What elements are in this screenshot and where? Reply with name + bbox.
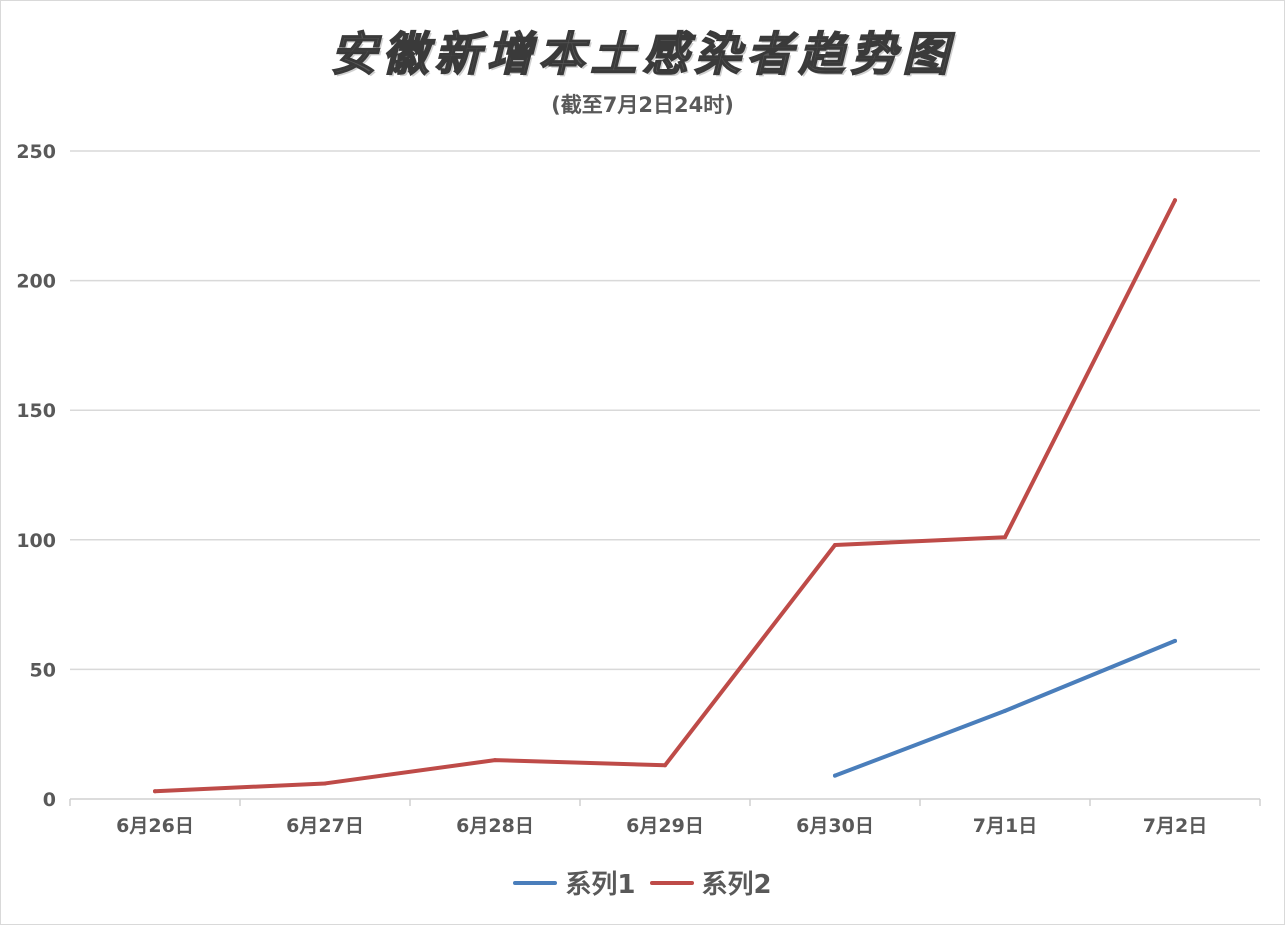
chart-legend: 系列1 系列2 bbox=[0, 864, 1285, 901]
data-point bbox=[833, 542, 837, 547]
data-point bbox=[1173, 198, 1177, 203]
x-tick-label: 6月30日 bbox=[796, 815, 874, 837]
data-point bbox=[323, 781, 327, 786]
series-1 bbox=[833, 638, 1177, 778]
y-tick-label: 250 bbox=[16, 141, 56, 163]
y-tick-label: 100 bbox=[16, 530, 56, 552]
data-point bbox=[1003, 708, 1007, 713]
series-lines bbox=[153, 198, 1177, 794]
data-point bbox=[493, 758, 497, 763]
legend-swatch bbox=[649, 880, 694, 885]
x-tick-label: 6月28日 bbox=[456, 815, 534, 837]
legend-item-series-2: 系列2 bbox=[649, 864, 772, 901]
chart-title: 安徽新增本土感染者趋势图 bbox=[330, 26, 955, 82]
x-tick-label: 7月1日 bbox=[973, 815, 1037, 837]
y-tick-label: 150 bbox=[16, 400, 56, 422]
y-tick-label: 200 bbox=[16, 271, 56, 293]
data-point bbox=[663, 763, 667, 768]
gridlines bbox=[70, 150, 1260, 671]
x-tick-label: 7月2日 bbox=[1143, 815, 1207, 837]
data-point bbox=[153, 789, 157, 794]
legend-item-series-1: 系列1 bbox=[513, 864, 636, 901]
legend-label: 系列2 bbox=[701, 870, 772, 900]
y-tick-label: 50 bbox=[30, 659, 56, 681]
x-tick-label: 6月27日 bbox=[286, 815, 364, 837]
y-tick-labels: 0 50 100 150 200 250 bbox=[16, 141, 56, 811]
legend-swatch bbox=[513, 880, 558, 885]
x-tick-label: 6月26日 bbox=[116, 815, 194, 837]
x-tick-label: 6月29日 bbox=[626, 815, 704, 837]
series-2 bbox=[153, 198, 1177, 794]
data-point bbox=[1003, 535, 1007, 540]
legend-label: 系列1 bbox=[565, 870, 636, 900]
data-point bbox=[833, 773, 837, 778]
x-axis bbox=[69, 798, 1261, 806]
data-point bbox=[1173, 638, 1177, 643]
x-tick-labels: 6月26日 6月27日 6月28日 6月29日 6月30日 7月1日 7月2日 bbox=[116, 815, 1207, 837]
series-line bbox=[833, 638, 1177, 778]
chart-subtitle: (截至7月2日24时) bbox=[551, 93, 734, 117]
y-tick-label: 0 bbox=[43, 789, 56, 811]
